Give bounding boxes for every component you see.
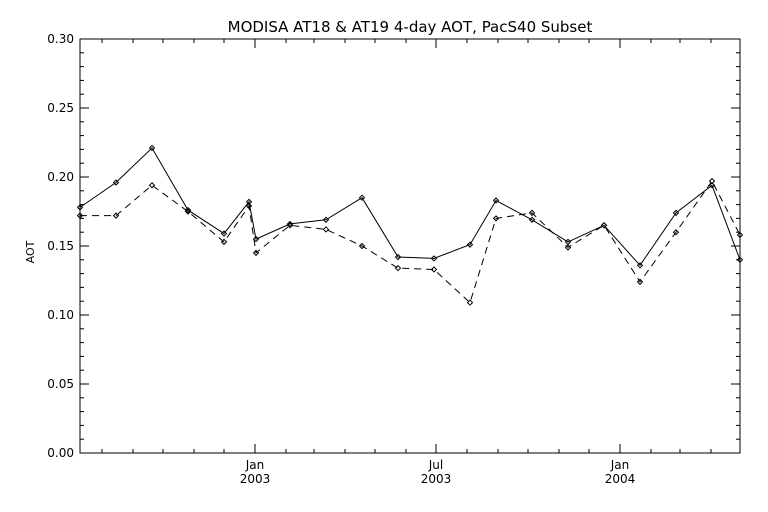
data-point-dashed: [492, 215, 500, 222]
data-point-solid: [322, 216, 330, 223]
y-axis: 0.00 0.05 0.10 0.15 0.20 0.25 0.30: [47, 32, 740, 460]
data-point-solid: [492, 197, 500, 204]
data-point-dashed: [394, 264, 402, 272]
x-tick-year: 2003: [240, 472, 271, 486]
y-tick-label: 0.25: [47, 101, 74, 115]
data-point-solid: [148, 144, 156, 152]
data-point-dashed: [672, 228, 680, 236]
data-point-dashed: [358, 242, 366, 250]
data-point-solid: [286, 220, 294, 228]
series-group: [76, 144, 744, 306]
y-tick-label: 0.05: [47, 377, 74, 391]
data-point-solid: [112, 179, 120, 186]
data-point-solid: [252, 235, 260, 243]
data-point-solid: [358, 194, 366, 201]
data-point-solid: [430, 255, 438, 262]
x-tick-year: 2004: [605, 472, 636, 486]
chart-title: MODISA AT18 & AT19 4-day AOT, PacS40 Sub…: [228, 18, 593, 36]
data-point-dashed: [564, 244, 572, 251]
y-tick-label: 0.15: [47, 239, 74, 253]
data-point-solid: [394, 253, 402, 261]
data-point-solid: [245, 198, 253, 206]
data-point-dashed: [76, 212, 84, 219]
x-tick-month: Jul: [428, 458, 443, 472]
x-tick-month: Jan: [245, 458, 265, 472]
data-point-solid: [528, 216, 536, 223]
data-point-solid: [466, 241, 474, 248]
data-point-dashed: [252, 249, 260, 257]
data-point-dashed: [430, 266, 438, 273]
data-point-dashed: [636, 278, 644, 286]
data-point-dashed: [736, 231, 744, 239]
data-point-dashed: [528, 209, 536, 217]
y-tick-label: 0.00: [47, 446, 74, 460]
plot-frame: [79, 38, 741, 454]
x-tick-month: Jan: [610, 458, 630, 472]
data-point-solid: [672, 209, 680, 217]
data-point-dashed: [112, 212, 120, 219]
data-point-dashed: [245, 202, 253, 210]
data-point-dashed: [286, 222, 294, 229]
data-point-solid: [76, 204, 84, 211]
data-point-solid: [636, 262, 644, 269]
data-point-solid: [736, 256, 744, 264]
data-point-solid: [220, 230, 228, 237]
y-tick-label: 0.20: [47, 170, 74, 184]
data-point-dashed: [600, 222, 608, 229]
data-point-solid: [184, 206, 192, 214]
series-line-solid: [79, 147, 741, 267]
data-point-dashed: [148, 182, 156, 189]
x-tick-year: 2003: [421, 472, 452, 486]
data-point-dashed: [184, 208, 192, 215]
data-point-dashed: [708, 177, 716, 185]
data-point-dashed: [220, 238, 228, 246]
y-tick-label: 0.30: [47, 32, 74, 46]
y-axis-label: AOT: [24, 240, 37, 263]
data-point-dashed: [322, 226, 330, 233]
series-line-dashed: [80, 180, 741, 304]
data-point-dashed: [466, 299, 474, 306]
y-tick-label: 0.10: [47, 308, 74, 322]
